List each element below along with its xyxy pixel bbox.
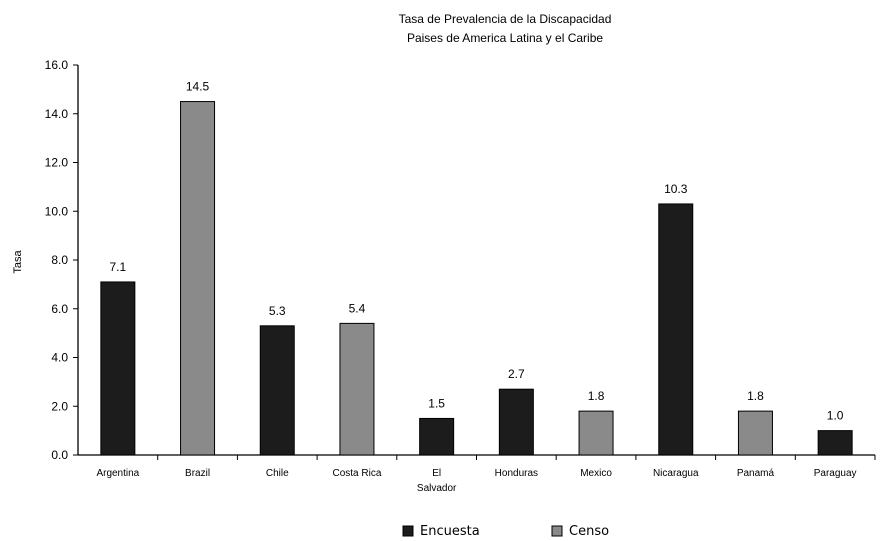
x-tick-label: Mexico	[580, 468, 612, 479]
x-tick-label: Paraguay	[814, 468, 857, 479]
legend-swatch-encuesta	[402, 525, 414, 537]
x-tick-label: El Salvador	[417, 468, 457, 494]
x-tick-label: Panamá	[737, 468, 775, 479]
data-label: 10.3	[664, 182, 688, 196]
data-label: 1.5	[428, 396, 445, 410]
y-tick-label: 2.0	[51, 399, 68, 413]
y-axis-label: Tasa	[12, 250, 24, 274]
y-tick-label: 8.0	[51, 253, 68, 267]
bar-costa-rica	[339, 322, 375, 456]
x-tick-label: Nicaragua	[653, 468, 699, 479]
y-tick-label: 0.0	[51, 448, 68, 462]
legend: Encuesta Censo	[402, 524, 609, 539]
x-tick-label: Costa Rica	[332, 468, 381, 479]
bar-chile	[259, 325, 295, 456]
x-tick-label: Honduras	[495, 468, 538, 479]
bar-nicaragua	[658, 203, 694, 456]
data-label: 1.8	[588, 389, 605, 403]
x-tick-label: Argentina	[96, 468, 139, 479]
x-tick-label: Chile	[266, 468, 289, 479]
bar-brazil	[180, 101, 216, 456]
legend-label-censo: Censo	[569, 524, 609, 539]
y-tick-label: 10.0	[45, 204, 69, 218]
y-tick-label: 14.0	[45, 107, 69, 121]
legend-label-encuesta: Encuesta	[420, 524, 480, 539]
bar-paraguay	[817, 430, 853, 456]
y-tick-label: 16.0	[45, 58, 69, 72]
chart-title: Tasa de Prevalencia de la Discapacidad	[399, 12, 612, 26]
bar-mexico	[578, 410, 614, 456]
data-label: 7.1	[110, 260, 127, 274]
data-label: 14.5	[186, 80, 210, 94]
y-tick-label: 6.0	[51, 302, 68, 316]
bar-honduras	[498, 388, 534, 456]
y-tick-label: 12.0	[45, 156, 69, 170]
bars: 7.1 Argentina 14.5 Brazil 5.3 Chile 5.4 Costa R…	[96, 80, 876, 494]
data-label: 1.0	[827, 409, 844, 423]
x-tick-label: Brazil	[185, 468, 210, 479]
y-tick-label: 4.0	[51, 351, 68, 365]
bar-argentina	[100, 281, 136, 456]
data-label: 5.4	[349, 301, 366, 315]
bar-panam-	[737, 410, 773, 456]
bar-el-salvador	[419, 417, 455, 456]
chart-subtitle: Paises de America Latina y el Caribe	[407, 31, 603, 45]
data-label: 2.7	[508, 367, 525, 381]
legend-swatch-censo	[551, 525, 563, 537]
data-label: 5.3	[269, 304, 286, 318]
data-label: 1.8	[747, 389, 764, 403]
